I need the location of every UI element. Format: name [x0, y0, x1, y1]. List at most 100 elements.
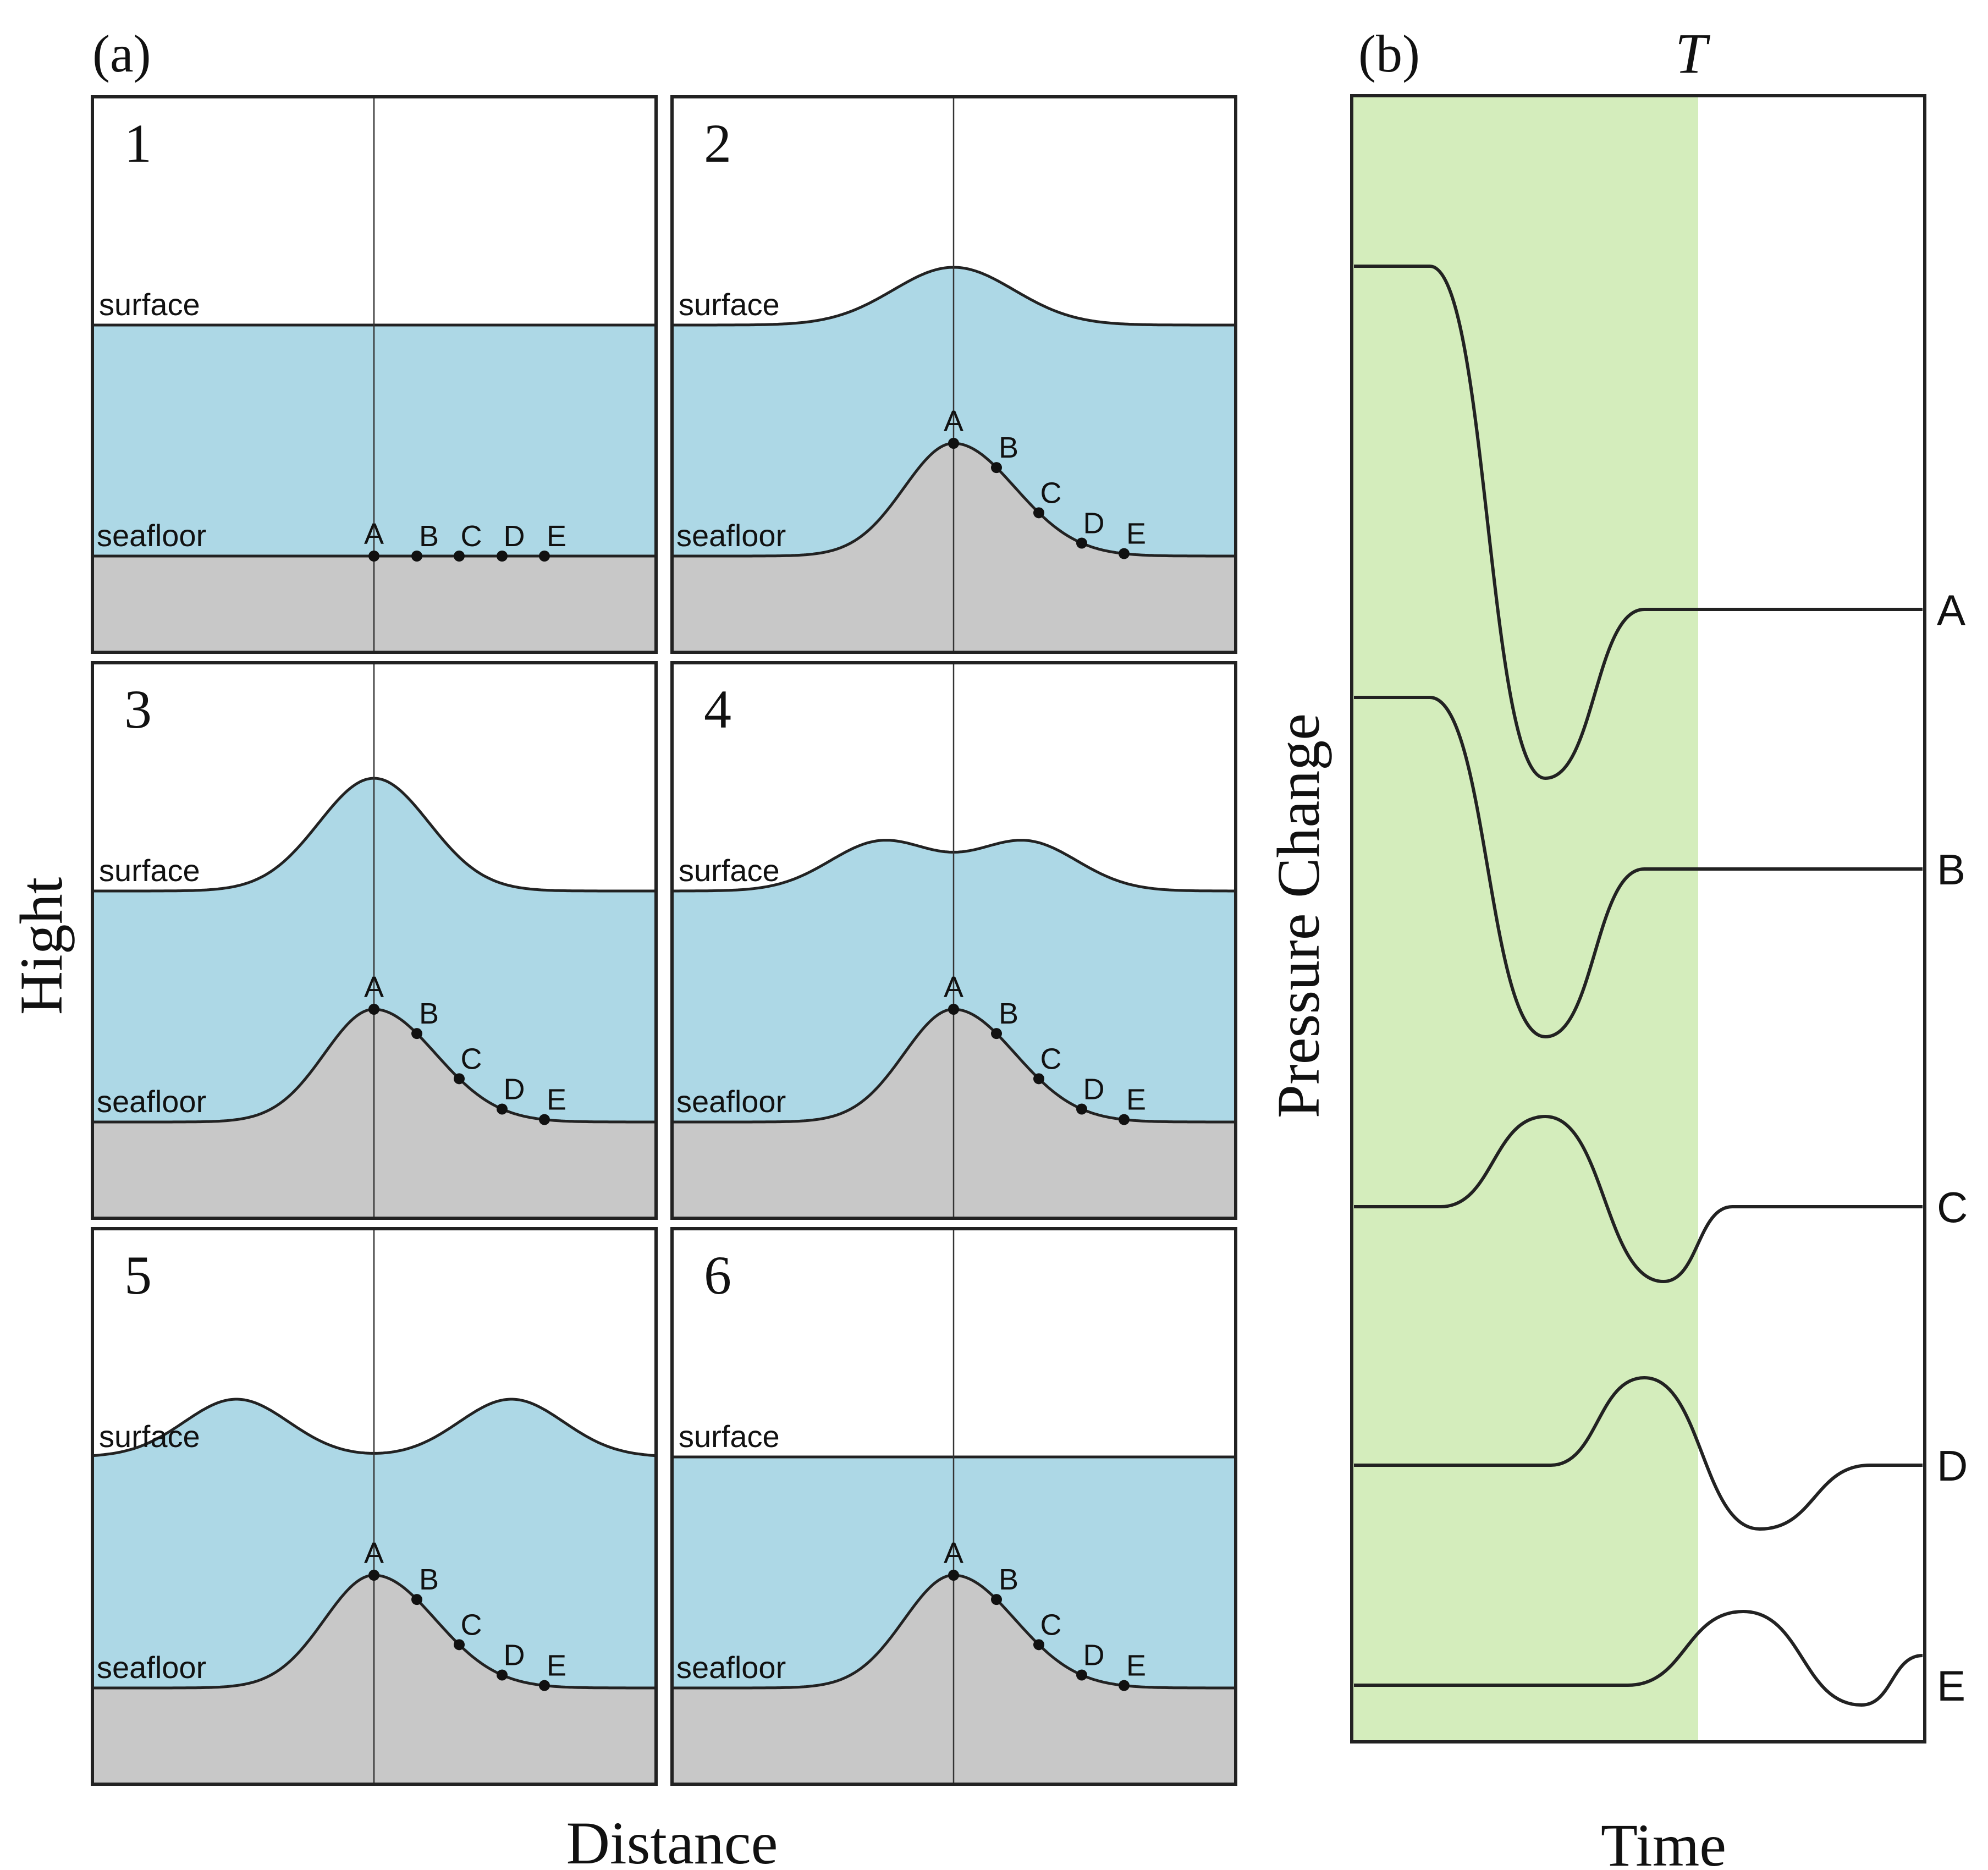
point-label-D: D — [504, 1638, 525, 1671]
point-C — [454, 1073, 465, 1085]
frame-border — [670, 661, 1237, 1220]
seafloor-label: seafloor — [676, 1084, 786, 1119]
point-label-C: C — [461, 1042, 482, 1075]
point-E — [539, 1114, 550, 1125]
frame-number: 1 — [124, 113, 152, 174]
point-label-D: D — [1083, 1072, 1105, 1106]
point-label-A: A — [944, 405, 963, 438]
frame-border — [91, 661, 658, 1220]
frame-number: 6 — [704, 1245, 731, 1306]
frame-border — [91, 95, 658, 654]
trace-B — [1354, 695, 1923, 1038]
shaded-time-window — [1352, 96, 1698, 1742]
trace-C — [1354, 1115, 1923, 1283]
trace-label-C: C — [1937, 1183, 1968, 1231]
point-label-E: E — [547, 1084, 566, 1116]
surface-label: surface — [99, 1419, 200, 1454]
point-B — [411, 551, 422, 562]
trace-E — [1354, 1610, 1923, 1707]
point-D — [497, 1103, 508, 1115]
point-label-C: C — [1040, 1042, 1062, 1075]
point-A — [368, 1004, 379, 1015]
point-B — [991, 1028, 1002, 1040]
point-A — [368, 551, 379, 562]
trace-label-D: D — [1937, 1442, 1968, 1490]
point-D — [1076, 1669, 1087, 1681]
time-axis-title: Time — [1601, 1812, 1726, 1870]
point-C — [1033, 1639, 1044, 1651]
panel-b-label: (b) — [1358, 24, 1420, 83]
frame-1: 1 surface seafloor A B C D E — [91, 95, 658, 654]
point-label-B: B — [999, 997, 1018, 1030]
seafloor-label: seafloor — [676, 518, 786, 553]
point-D — [497, 1669, 508, 1681]
point-label-A: A — [364, 1537, 384, 1570]
point-C — [1033, 1073, 1044, 1085]
trace-label-B: B — [1937, 845, 1965, 894]
point-label-D: D — [1083, 1638, 1105, 1671]
surface-label: surface — [679, 287, 780, 322]
trace-label-A: A — [1937, 586, 1965, 634]
distance-axis-title: Distance — [566, 1810, 778, 1870]
point-E — [1119, 1680, 1130, 1691]
seafloor-label: seafloor — [97, 518, 206, 553]
trace-label-E: E — [1937, 1662, 1965, 1710]
point-label-B: B — [999, 431, 1018, 464]
frame-border — [670, 95, 1237, 654]
point-label-A: A — [364, 518, 384, 551]
point-label-E: E — [547, 520, 566, 553]
panel-b: (b) T Pressure Change Time A B C D E — [1265, 22, 1968, 1870]
frame-number: 3 — [124, 679, 152, 740]
point-label-A: A — [364, 971, 384, 1004]
point-D — [1076, 1103, 1087, 1115]
point-label-E: E — [1126, 1084, 1146, 1116]
point-label-A: A — [944, 971, 963, 1004]
point-E — [1119, 548, 1130, 559]
point-label-A: A — [944, 1537, 963, 1570]
point-C — [454, 551, 465, 562]
hight-axis-title: Hight — [8, 877, 75, 1015]
frame-2: 2 surface seafloor A BCD E — [670, 95, 1237, 654]
point-A — [948, 438, 959, 449]
point-D — [1076, 537, 1087, 549]
surface-label: surface — [99, 853, 200, 888]
point-label-C: C — [1040, 476, 1062, 509]
frame-5: 5 surface seafloor A BCD E — [91, 1227, 658, 1786]
point-label-B: B — [419, 520, 439, 553]
surface-label: surface — [99, 287, 200, 322]
point-C — [454, 1639, 465, 1651]
point-label-C: C — [461, 520, 482, 553]
point-E — [539, 1680, 550, 1691]
point-label-B: B — [999, 1563, 1018, 1596]
panel-b-frame — [1350, 94, 1926, 1744]
point-A — [948, 1570, 959, 1581]
point-label-E: E — [547, 1649, 566, 1682]
frame-6: 6 surface seafloor A BCD E — [670, 1227, 1237, 1786]
seafloor-label: seafloor — [676, 1650, 786, 1685]
point-label-D: D — [1083, 507, 1105, 540]
point-B — [991, 462, 1002, 474]
trace-D — [1353, 1376, 1923, 1531]
frame-number: 4 — [704, 679, 731, 740]
trace-A — [1353, 264, 1923, 780]
frame-3: 3 surface seafloor A BCD E — [91, 661, 658, 1220]
point-label-C: C — [461, 1608, 482, 1641]
point-E — [1119, 1114, 1130, 1125]
pressure-change-axis-title: Pressure Change — [1265, 713, 1332, 1118]
point-A — [368, 1570, 379, 1581]
point-label-B: B — [419, 1563, 439, 1596]
surface-label: surface — [679, 853, 780, 888]
point-E — [539, 551, 550, 562]
point-B — [411, 1028, 422, 1040]
point-D — [497, 551, 508, 562]
point-label-D: D — [504, 1072, 525, 1106]
point-label-D: D — [504, 520, 525, 553]
surface-label: surface — [679, 1419, 780, 1454]
seafloor-label: seafloor — [97, 1084, 206, 1119]
point-label-B: B — [419, 997, 439, 1030]
frame-number: 5 — [124, 1245, 152, 1306]
point-label-E: E — [1126, 518, 1146, 551]
